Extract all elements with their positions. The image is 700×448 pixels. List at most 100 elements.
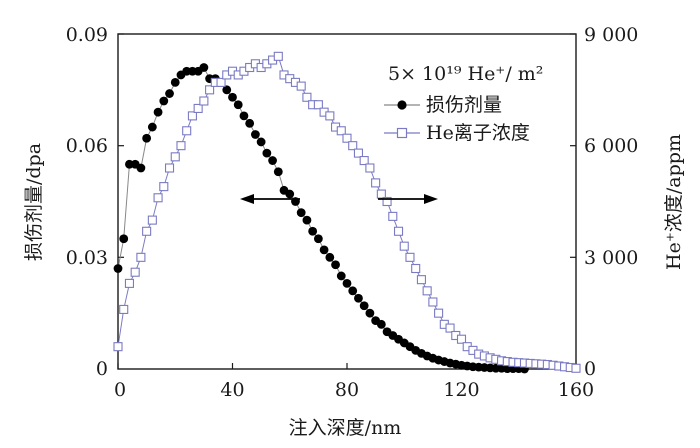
he-data-point [342, 133, 352, 143]
x-tick-label: 0 [114, 379, 126, 401]
he-data-point [147, 215, 157, 225]
he-data-point [273, 51, 283, 61]
y-left-tick-label: 0.03 [66, 247, 108, 269]
he-data-point [124, 278, 134, 288]
damage-data-point [308, 226, 318, 236]
damage-data-point [319, 245, 329, 255]
damage-data-point [222, 85, 232, 95]
damage-data-point [153, 107, 163, 117]
y-right-tick-label: 0 [584, 358, 596, 380]
damage-data-point [331, 260, 340, 270]
y-right-axis-title: He⁺浓度/appm [663, 134, 685, 270]
he-data-point [399, 241, 409, 251]
damage-data-point [296, 208, 306, 218]
damage-data-point [256, 137, 266, 147]
damage-data-point [342, 278, 352, 288]
damage-data-point [376, 319, 386, 329]
damage-data-point [159, 96, 169, 106]
he-data-point [182, 126, 192, 136]
legend-damage-label: 损伤剂量 [426, 94, 502, 116]
damage-data-point [136, 163, 146, 173]
he-data-point [428, 297, 438, 307]
fluence-annotation: 5× 10¹⁹ He⁺/ m² [388, 63, 543, 85]
he-data-point [382, 196, 392, 207]
legend-damage-marker [397, 100, 407, 110]
damage-data-point [170, 77, 180, 87]
damage-data-point [365, 308, 375, 318]
he-data-point [336, 126, 346, 136]
damage-data-point [142, 133, 152, 143]
he-data-point [142, 226, 152, 236]
damage-data-point [302, 215, 312, 225]
he-data-point [193, 103, 203, 113]
he-data-point [353, 148, 364, 158]
damage-data-point [325, 252, 335, 262]
damage-data-point [354, 293, 363, 303]
damage-data-point [228, 92, 237, 102]
he-data-point [416, 275, 426, 285]
y-left-tick-labels: 0 0.03 0.06 0.09 [66, 24, 108, 380]
he-data-point [434, 308, 444, 318]
y-left-tick-label: 0 [96, 358, 108, 380]
he-data-point [393, 226, 404, 236]
damage-data-point [313, 234, 323, 244]
he-data-point [136, 252, 146, 262]
left-arrow-head [240, 194, 254, 204]
x-tick-label: 40 [220, 379, 244, 401]
series-line [117, 55, 577, 369]
damage-data-point [119, 234, 129, 244]
y-right-tick-labels: 0 3 000 6 000 9 000 [584, 24, 638, 380]
legend-he-marker [396, 127, 408, 139]
he-data-point [170, 152, 180, 162]
annotation-arrows [240, 194, 438, 204]
series-layer [113, 51, 581, 374]
he-data-point [365, 163, 375, 173]
he-data-point [187, 111, 197, 121]
damage-data-point [165, 89, 174, 98]
he-data-point [388, 211, 398, 221]
legend: 损伤剂量 He离子浓度 [384, 94, 530, 144]
he-data-point [119, 304, 129, 314]
y-left-tick-label: 0.09 [66, 24, 108, 46]
he-data-point [302, 92, 312, 102]
he-data-point [371, 178, 381, 188]
y-right-tick-label: 3 000 [584, 247, 638, 269]
he-data-point [153, 193, 163, 203]
series-he-concentration [113, 51, 581, 373]
damage-data-point [239, 111, 249, 121]
damage-data-point [113, 264, 123, 273]
y-right-tick-label: 9 000 [584, 24, 638, 46]
damage-data-point [359, 301, 369, 311]
damage-data-point [233, 100, 243, 110]
he-data-point [159, 182, 169, 192]
x-tick-label: 120 [443, 379, 479, 401]
he-data-point [296, 81, 306, 91]
legend-he-label: He离子浓度 [426, 122, 530, 144]
he-data-point [216, 77, 226, 87]
he-data-point [325, 111, 335, 121]
he-data-point [359, 156, 369, 166]
damage-data-point [268, 156, 277, 165]
damage-data-point [285, 189, 295, 199]
damage-data-point [245, 118, 255, 128]
he-data-point [376, 189, 386, 199]
he-data-point [411, 263, 421, 274]
he-data-point [313, 100, 323, 110]
he-data-point [348, 141, 358, 151]
y-right-tick-label: 6 000 [584, 135, 638, 157]
damage-data-point [348, 286, 358, 296]
damage-data-point [147, 122, 157, 132]
he-data-point [164, 163, 175, 173]
he-data-point [113, 342, 123, 352]
x-axis-title: 注入深度/nm [289, 417, 402, 439]
y-left-axis-title: 损伤剂量/dpa [23, 143, 45, 261]
damage-data-point [273, 167, 283, 177]
he-data-point [571, 363, 581, 373]
series-damage-dose [113, 63, 529, 374]
he-data-point [445, 323, 455, 333]
damage-data-point [336, 271, 346, 281]
he-data-point [176, 141, 186, 151]
y-left-tick-label: 0.06 [66, 135, 108, 157]
he-data-point [422, 286, 432, 296]
